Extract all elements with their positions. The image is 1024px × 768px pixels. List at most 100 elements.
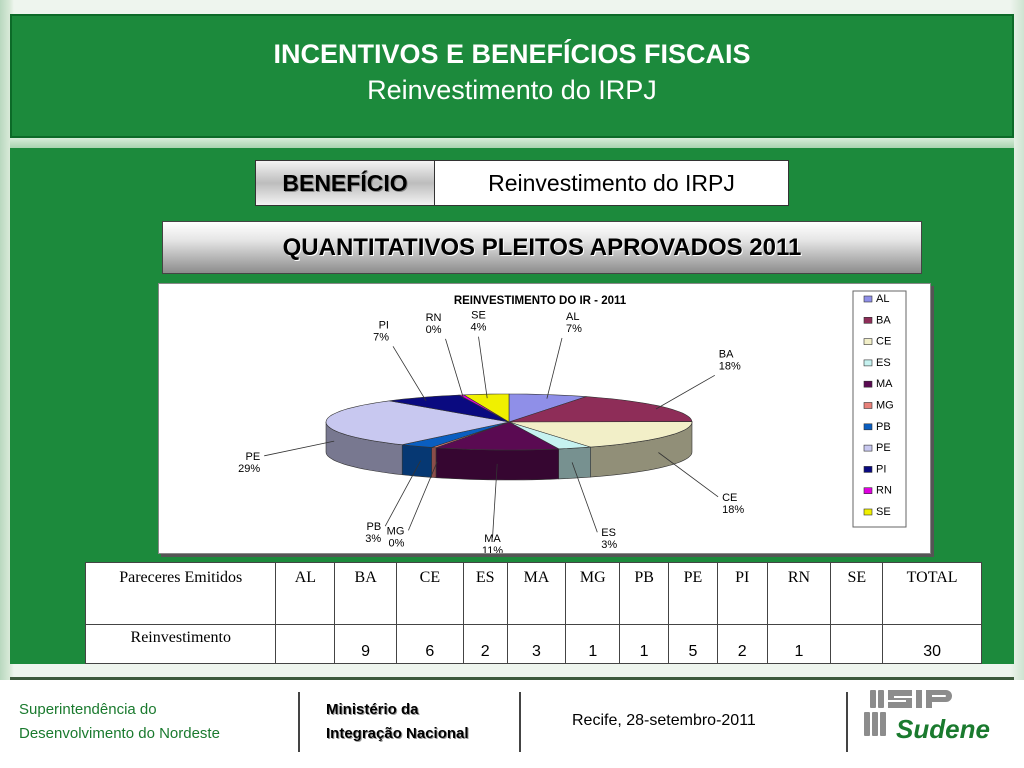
pie-leader-es	[571, 462, 598, 533]
footer-vbar-2	[519, 692, 521, 752]
pie-leader-ma	[492, 463, 498, 538]
legend-label-es: ES	[876, 357, 891, 369]
footer-org-line1: Superintendência do	[19, 701, 157, 718]
table-header-cell-pi: PI	[716, 562, 768, 625]
table-value-cell-total: 30	[882, 624, 982, 664]
pie-leader-pb	[384, 460, 421, 527]
footer-vbar-1	[298, 692, 300, 752]
legend-swatch-pb	[863, 423, 873, 431]
table-value-cell-ma: 3	[506, 624, 567, 664]
legend-swatch-pe	[863, 444, 873, 452]
legend-swatch-es	[863, 359, 873, 367]
footer-ministry-line2: Integração Nacional	[326, 725, 469, 742]
quantitativos-title: QUANTITATIVOS PLEITOS APROVADOS 2011	[162, 221, 922, 274]
pie-slice-ma	[435, 421, 560, 451]
legend-swatch-ce	[863, 338, 873, 345]
chart-legend: AL BA CE ES MA MG PB PE PI RN SE	[852, 290, 907, 528]
table-value-cell-pe: 5	[668, 624, 718, 664]
pie-slice-pi	[389, 394, 510, 423]
pie-label-se: SE	[471, 310, 486, 322]
footer-ministry: Ministério da Integração Nacional	[326, 698, 469, 746]
footer-org-line2: Desenvolvimento do Nordeste	[19, 725, 220, 742]
table-header-cell-rn: RN	[766, 562, 832, 625]
table-value-row: Reinvestimento 9 6 2 3 1 1 5 2 1 30	[84, 624, 982, 664]
pie-leader-ce	[658, 452, 719, 498]
legend-label-ba: BA	[876, 314, 891, 326]
pie-label-pi: PI	[379, 319, 389, 331]
beneficio-value: Reinvestimento do IRPJ	[488, 169, 735, 196]
table-value-cell-ce: 6	[396, 624, 464, 664]
header-banner	[10, 14, 1014, 138]
pie-value-ma: 11%	[482, 545, 503, 553]
pie-side-pb	[401, 444, 432, 478]
footer-date: Recife, 28-setembro-2011	[572, 712, 756, 729]
pie-slice-pe	[325, 400, 510, 446]
table-header-row: Pareceres Emitidos AL BA CE ES MA MG PB PE PI RN S…	[84, 562, 982, 625]
pie-value-pi: 7%	[373, 331, 389, 343]
legend-label-pb: PB	[876, 421, 891, 433]
legend-label-rn: RN	[876, 485, 892, 497]
footer-divider	[10, 677, 1014, 680]
pie-slice-ba	[508, 396, 693, 423]
pie-leaders	[264, 336, 719, 538]
table-value-cell-mg: 1	[565, 624, 621, 664]
pie-leader-pi	[392, 346, 427, 402]
table-header-label: Pareceres Emitidos	[84, 562, 277, 625]
pie-leader-al	[546, 337, 563, 399]
pie-label-pb: PB	[367, 521, 382, 533]
table-value-cell-rn: 1	[766, 624, 832, 664]
pareceres-table: Pareceres Emitidos AL BA CE ES MA MG PB PE PI RN S…	[84, 562, 982, 664]
table-header-cell-ce: CE	[396, 562, 464, 625]
legend-swatch-ma	[863, 380, 873, 388]
pie-value-ce: 18%	[722, 504, 744, 516]
footer	[0, 680, 1024, 768]
pie-side-ma	[435, 447, 559, 481]
pie-value-pb: 3%	[365, 533, 381, 545]
pie-value-mg: 0%	[388, 537, 404, 549]
footer-organization: Superintendência do Desenvolvimento do N…	[19, 698, 220, 746]
table-header-cell-pe: PE	[668, 562, 718, 625]
table-value-cell-al	[275, 624, 336, 664]
pie-side-es	[558, 446, 591, 480]
table-header-cell-total: TOTAL	[882, 562, 982, 625]
pie-leader-pe	[264, 440, 335, 457]
pie-value-al: 7%	[566, 323, 582, 335]
pie-leader-ba	[655, 374, 715, 410]
table-value-cell-pi: 2	[716, 624, 768, 664]
sudene-logo-text: Sudene	[896, 714, 990, 744]
pie-value-rn: 0%	[426, 324, 442, 336]
pie-leader-mg	[408, 461, 438, 531]
pie-label-mg: MG	[387, 525, 405, 537]
pie-slice-ce	[508, 421, 693, 448]
table-header-cell-pb: PB	[619, 562, 670, 625]
chart-title: REINVESTIMENTO DO IR - 2011	[454, 295, 627, 307]
footer-ministry-line1: Ministério da	[326, 701, 419, 718]
pie-leader-se	[478, 336, 488, 399]
legend-swatch-al	[863, 295, 873, 303]
table-row-label: Reinvestimento	[84, 624, 277, 664]
beneficio-box: BENEFÍCIO Reinvestimento do IRPJ	[255, 160, 789, 206]
legend-label-ma: MA	[876, 378, 893, 390]
pie-label-es: ES	[601, 527, 616, 539]
pie-value-se: 4%	[471, 322, 487, 334]
legend-swatch-mg	[863, 402, 873, 409]
header-separator	[10, 138, 1014, 148]
pie-label-al: AL	[566, 311, 579, 323]
pie-leader-rn	[445, 338, 464, 399]
pie-labels: AL7%BA18%CE18%ES3%MA11%MG0%PB3%PE29%PI7%…	[238, 310, 744, 553]
pie-tops	[325, 393, 693, 451]
beneficio-label: BENEFÍCIO	[256, 161, 435, 205]
table-header-cell-se: SE	[830, 562, 884, 625]
pie-label-ce: CE	[722, 492, 737, 504]
pie-value-pe: 29%	[238, 463, 260, 475]
sudene-logo: Sudene	[864, 690, 990, 744]
pie-sides	[325, 421, 693, 481]
pie-label-ba: BA	[719, 348, 734, 360]
pie-slice-al	[508, 393, 587, 423]
pie-value-ba: 18%	[719, 360, 741, 372]
pie-label-rn: RN	[426, 312, 442, 324]
legend-label-se: SE	[876, 506, 891, 518]
legend-label-ce: CE	[876, 336, 891, 348]
legend-swatch-se	[863, 508, 873, 516]
table-header-cell-ma: MA	[506, 562, 567, 625]
